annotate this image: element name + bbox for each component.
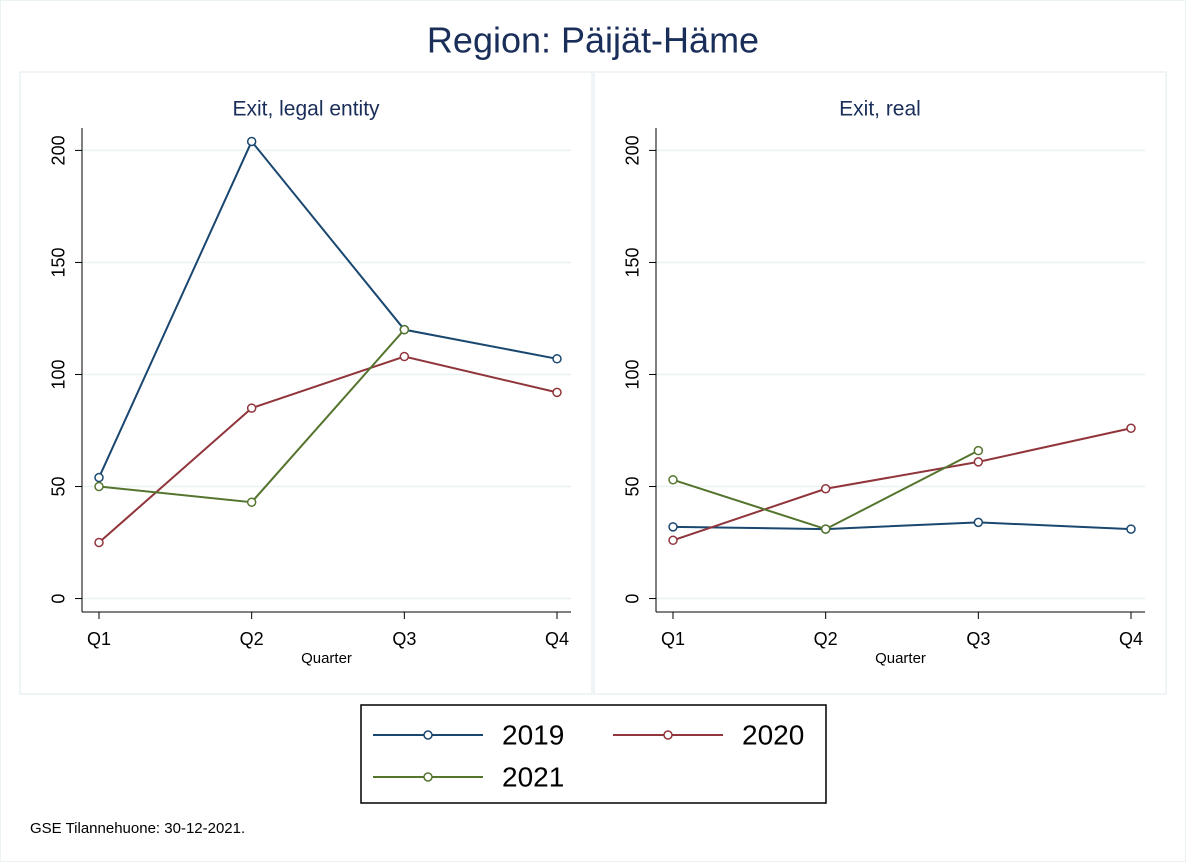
y-tick-label: 0 xyxy=(623,594,643,604)
x-axis-label: Quarter xyxy=(875,650,926,667)
series-line xyxy=(672,427,1132,542)
note: GSE Tilannehuone: 30-12-2021. xyxy=(30,820,245,837)
point xyxy=(94,472,104,483)
y-tick-label: 50 xyxy=(623,477,643,497)
series-line xyxy=(98,139,558,478)
x-tick-label: Q4 xyxy=(1119,629,1143,649)
legend-box xyxy=(360,704,827,804)
point xyxy=(1126,524,1136,534)
legend-marker xyxy=(423,772,433,782)
x-tick-label: Q4 xyxy=(545,629,569,649)
y-tick-label: 100 xyxy=(49,359,69,389)
point xyxy=(668,535,678,546)
y-tick-label: 100 xyxy=(623,359,643,389)
x-tick-label: Q2 xyxy=(240,629,264,649)
x-axis-label: Quarter xyxy=(301,650,352,667)
point xyxy=(973,445,984,456)
panel xyxy=(593,71,1167,695)
point xyxy=(820,484,831,494)
legend-marker xyxy=(663,730,673,740)
y-tick-label: 0 xyxy=(49,594,69,604)
series-line xyxy=(672,521,1132,531)
y-tick-label: 150 xyxy=(49,247,69,277)
point xyxy=(94,537,104,548)
y-tick-label: 150 xyxy=(623,247,643,277)
x-tick-label: Q3 xyxy=(392,629,416,649)
point xyxy=(668,475,678,485)
x-tick-label: Q1 xyxy=(87,629,111,649)
legend-label: 2021 xyxy=(502,761,564,792)
point xyxy=(246,136,257,147)
point xyxy=(246,497,257,507)
y-tick-label: 200 xyxy=(49,135,69,165)
point xyxy=(94,481,104,492)
y-tick-label: 200 xyxy=(623,135,643,165)
x-tick-label: Q1 xyxy=(661,629,685,649)
point xyxy=(973,517,984,528)
figure-title: Region: Päijät-Häme xyxy=(427,20,759,61)
x-tick-label: Q2 xyxy=(814,629,838,649)
legend-marker xyxy=(423,730,433,740)
series-line xyxy=(98,355,558,544)
panel-title: Exit, legal entity xyxy=(232,98,380,121)
legend-label: 2020 xyxy=(742,719,804,750)
point xyxy=(552,387,562,398)
x-tick-label: Q3 xyxy=(966,629,990,649)
point xyxy=(552,354,562,364)
point xyxy=(973,457,984,467)
point xyxy=(1126,423,1136,434)
point xyxy=(668,522,678,532)
panel xyxy=(19,71,593,695)
point xyxy=(399,324,410,335)
point xyxy=(246,403,257,413)
point xyxy=(399,351,410,362)
panel-title: Exit, real xyxy=(839,98,921,121)
point xyxy=(820,524,831,534)
y-tick-label: 50 xyxy=(49,477,69,497)
legend-label: 2019 xyxy=(502,719,564,750)
